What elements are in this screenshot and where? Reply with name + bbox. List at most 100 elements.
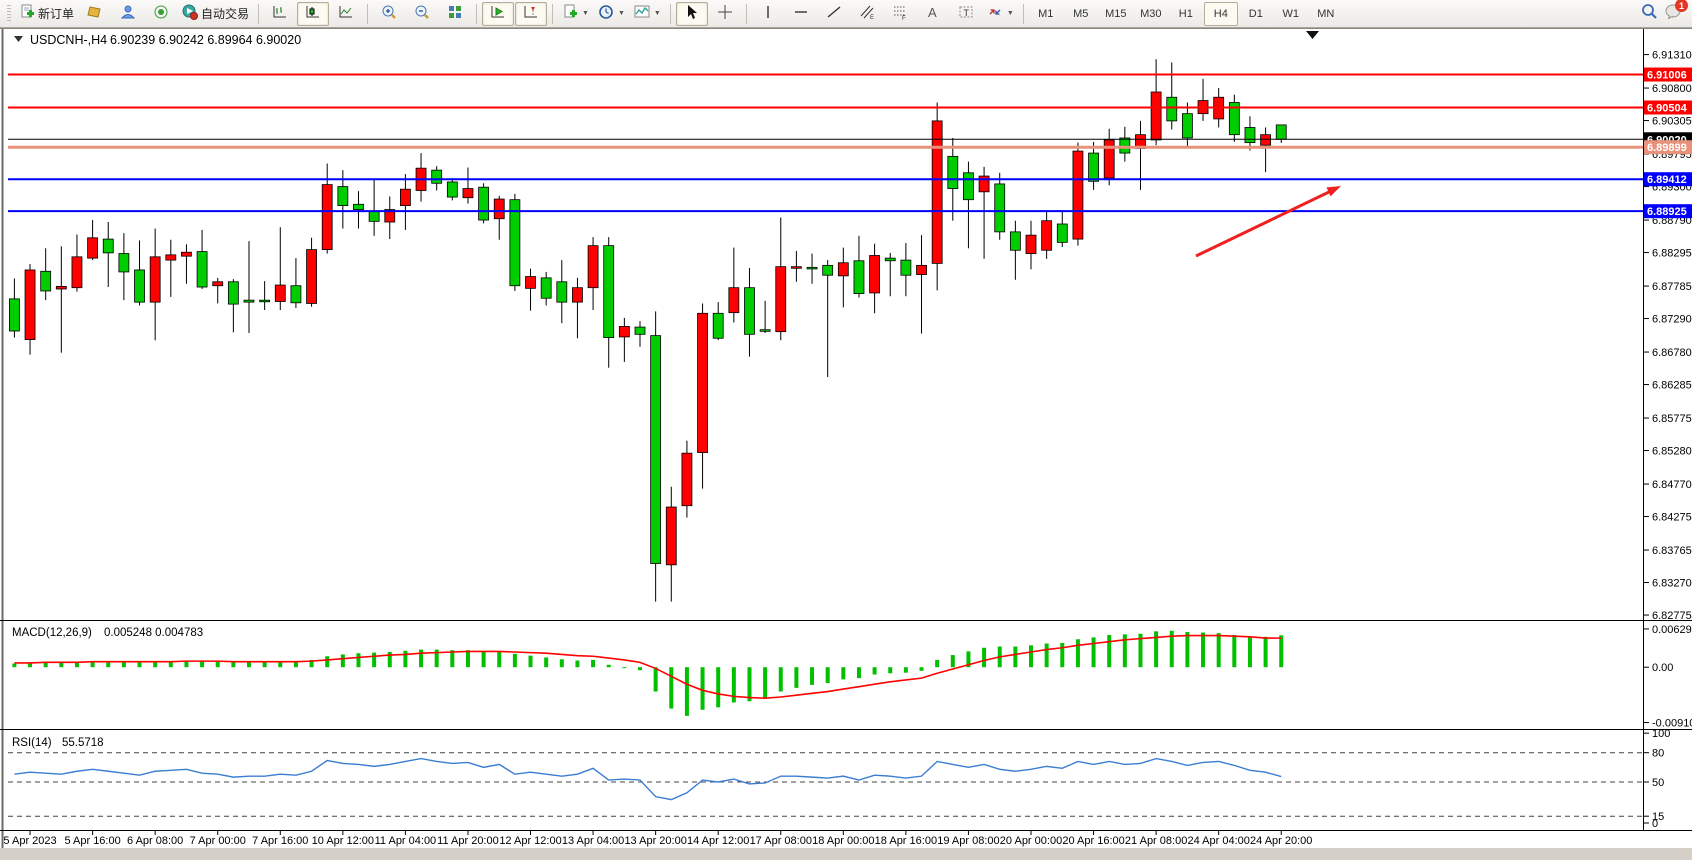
candle-body	[243, 299, 255, 303]
text-label-button[interactable]: T	[950, 2, 982, 26]
candle-body	[227, 281, 239, 305]
price-axis-label: 6.90800	[1652, 83, 1692, 95]
timeframe-button-m15[interactable]: M15	[1105, 7, 1127, 20]
time-axis-label[interactable]: 24 Apr 20:00	[1250, 835, 1312, 847]
time-axis-label[interactable]: 17 Apr 08:00	[750, 835, 812, 847]
macd-bar	[888, 667, 893, 674]
time-axis-label[interactable]: 13 Apr 04:00	[562, 835, 624, 847]
candle-body	[368, 211, 380, 222]
time-axis-label[interactable]: 20 Apr 00:00	[1000, 835, 1062, 847]
periods-button[interactable]: ▼	[594, 2, 629, 26]
time-axis-label[interactable]: 10 Apr 12:00	[312, 835, 374, 847]
notifications-button[interactable]: 1	[1664, 0, 1688, 24]
timeframe-button-mn[interactable]: MN	[1317, 7, 1335, 20]
time-axis-label[interactable]: 19 Apr 08:00	[937, 835, 999, 847]
horizontal-line-button[interactable]	[785, 2, 817, 26]
chart-menu-arrow-icon[interactable]	[14, 36, 23, 42]
timeframe-bar: M1 M5 M15 M30 H1 H4 D1 W1 MN	[1029, 1, 1343, 26]
rsi-value: 55.5718	[62, 737, 104, 749]
search-icon[interactable]	[1641, 3, 1658, 25]
market-watch-icon	[87, 4, 103, 23]
macd-bar	[403, 650, 408, 668]
rsi-axis-label: 50	[1652, 777, 1664, 789]
macd-bar	[215, 661, 220, 668]
time-axis-label[interactable]: 21 Apr 08:00	[1125, 835, 1187, 847]
crosshair-button[interactable]	[709, 2, 741, 26]
timeframe-button-h4[interactable]: H4	[1203, 1, 1238, 26]
autotrade-icon	[182, 4, 199, 23]
timeframe-button-h1[interactable]: H1	[1178, 7, 1193, 20]
text-label-icon: T	[958, 4, 974, 23]
candle-body	[509, 199, 521, 287]
cursor-button[interactable]	[675, 1, 708, 26]
text-button[interactable]: A	[917, 2, 949, 26]
macd-bar	[669, 667, 674, 709]
trend-arrow-object[interactable]	[1195, 190, 1331, 258]
time-axis-label[interactable]: 18 Apr 00:00	[812, 835, 874, 847]
candle-body	[87, 237, 98, 259]
macd-bar	[1279, 635, 1284, 668]
profile-button[interactable]	[112, 2, 144, 26]
time-axis-label[interactable]: 7 Apr 00:00	[190, 835, 246, 847]
indicators-button[interactable]: ▼	[630, 2, 665, 26]
chart-shift-marker[interactable]	[1306, 31, 1319, 39]
market-watch-button[interactable]	[79, 2, 111, 26]
price-axis-label: 6.86780	[1652, 347, 1692, 359]
candle-body	[994, 183, 1006, 233]
tile-windows-button[interactable]	[439, 2, 471, 26]
time-axis-label[interactable]: 6 Apr 08:00	[127, 835, 183, 847]
time-axis-label[interactable]: 5 Apr 16:00	[64, 835, 120, 847]
bar-chart-button[interactable]	[264, 2, 296, 26]
time-axis-label[interactable]: 5 Apr 2023	[3, 835, 56, 847]
time-axis-label[interactable]: 11 Apr 20:00	[437, 835, 499, 847]
timeframe-button-d1[interactable]: D1	[1248, 7, 1263, 20]
macd-bar	[1154, 631, 1159, 668]
time-axis-label[interactable]: 12 Apr 12:00	[499, 835, 561, 847]
time-axis-label[interactable]: 13 Apr 20:00	[624, 835, 686, 847]
svg-text:T: T	[963, 8, 969, 18]
channel-button[interactable]: E	[851, 2, 883, 26]
trendline-button[interactable]	[818, 2, 850, 26]
new-order-button[interactable]: 新订单	[15, 2, 78, 26]
chart-title-symbol: USDCNH-,H4	[30, 33, 107, 47]
timeframe-button-w1[interactable]: W1	[1282, 7, 1300, 20]
macd-bar	[1029, 645, 1033, 668]
line-chart-button[interactable]	[330, 2, 362, 26]
timeframe-button-m1[interactable]: M1	[1038, 7, 1054, 20]
timeframe-button-m30[interactable]: M30	[1140, 7, 1162, 20]
toolbar-separator	[669, 3, 671, 24]
time-axis-label[interactable]: 11 Apr 04:00	[375, 835, 437, 847]
new-order-icon	[19, 4, 35, 23]
zoom-out-icon	[414, 4, 430, 23]
fibonacci-button[interactable]: F	[884, 2, 916, 26]
candle-body	[1072, 150, 1084, 240]
time-axis-label[interactable]: 20 Apr 16:00	[1062, 835, 1124, 847]
price-badge-text: 6.89412	[1647, 174, 1687, 186]
auto-scroll-button[interactable]	[482, 1, 515, 26]
new-chart-button[interactable]: ▼	[558, 2, 593, 26]
time-axis-label[interactable]: 7 Apr 16:00	[252, 835, 308, 847]
time-axis-label[interactable]: 18 Apr 16:00	[875, 835, 937, 847]
arrows-button[interactable]: ▼	[983, 2, 1018, 26]
candle-body	[1244, 127, 1256, 143]
rsi-axis-label: 15	[1652, 811, 1664, 823]
time-axis-label[interactable]: 14 Apr 12:00	[687, 835, 749, 847]
candle-chart-button[interactable]	[297, 1, 330, 26]
macd-bar	[716, 667, 721, 708]
vertical-line-button[interactable]	[752, 2, 784, 26]
chart-shift-button[interactable]	[515, 1, 548, 26]
macd-bar	[59, 662, 64, 668]
candle-body	[431, 169, 443, 184]
candle-body	[274, 284, 286, 302]
toolbar-grip[interactable]	[7, 4, 11, 23]
zoom-in-button[interactable]	[373, 2, 405, 26]
timeframe-button-m5[interactable]: M5	[1073, 7, 1089, 20]
toolbar-separator	[745, 3, 747, 24]
time-axis-label[interactable]: 24 Apr 04:00	[1187, 835, 1249, 847]
zoom-out-button[interactable]	[406, 2, 438, 26]
autotrade-button[interactable]: 自动交易	[178, 2, 253, 26]
main-toolbar: 新订单 自动交易	[0, 0, 1692, 28]
sound-alert-button[interactable]	[145, 2, 177, 26]
macd-bar	[903, 667, 908, 673]
